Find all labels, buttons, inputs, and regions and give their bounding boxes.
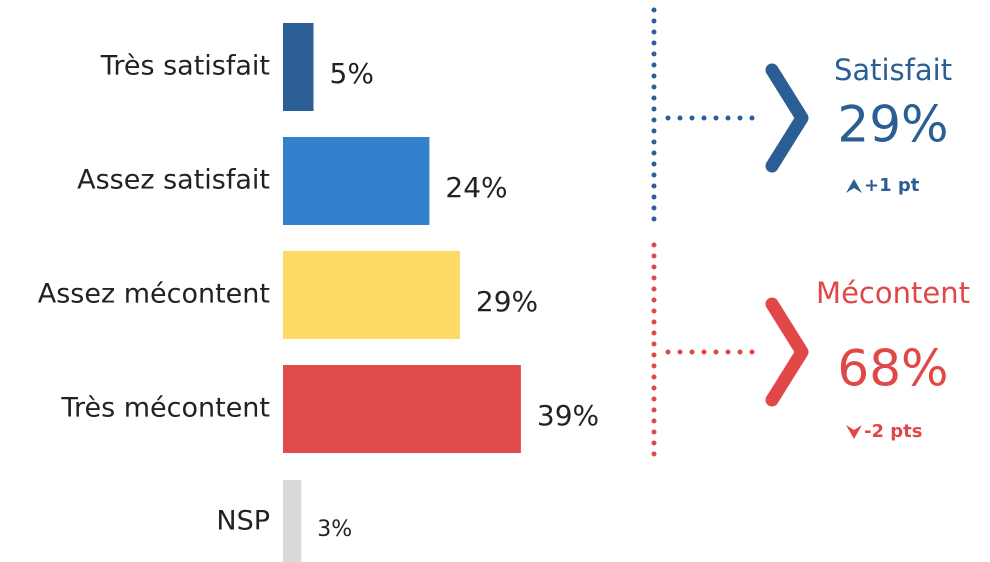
trend-icon [846,179,862,193]
summary-label: Mécontent [816,276,970,310]
category-label: NSP [216,506,270,537]
bar [283,365,521,453]
summary-change: -2 pts [864,421,922,442]
bar [283,23,314,111]
category-label: Assez satisfait [77,165,270,196]
value-label: 39% [537,399,599,432]
chevron [765,297,809,407]
category-label: Très satisfait [100,51,270,82]
bar [283,480,302,562]
value-label: 3% [317,517,352,542]
trend-icon [846,425,862,439]
bar [283,251,460,339]
chevron [765,63,809,173]
category-label: Très mécontent [60,393,270,424]
value-label: 24% [445,171,507,204]
summary-change: +1 pt [864,175,920,196]
summary-value: 68% [837,340,948,398]
value-label: 29% [476,285,538,318]
bar [283,137,430,225]
summary-value: 29% [837,96,948,154]
category-label: Assez mécontent [38,279,270,310]
value-label: 5% [330,57,374,90]
summary-label: Satisfait [834,53,952,87]
